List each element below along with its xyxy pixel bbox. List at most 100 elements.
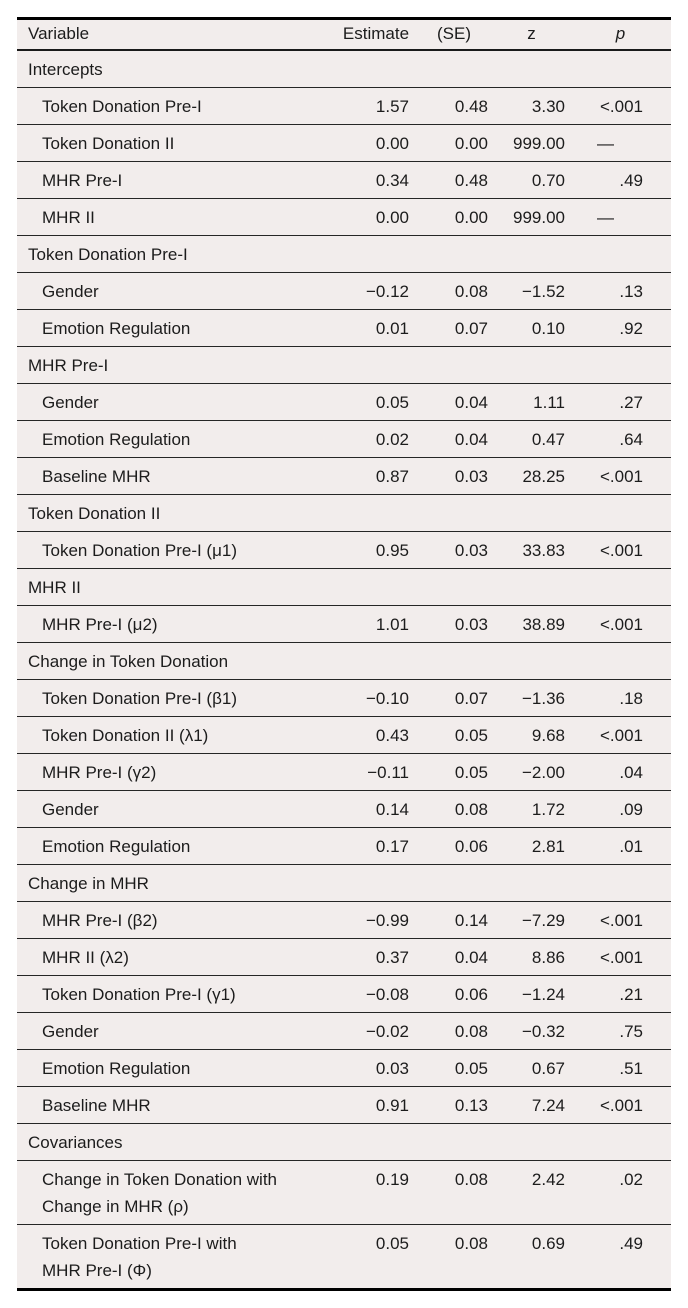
- p-cell: .27: [570, 383, 671, 421]
- header-row: Variable Estimate (SE) z p: [17, 18, 671, 51]
- estimate-cell: −0.08: [337, 975, 415, 1013]
- z-cell: 33.83: [493, 531, 570, 569]
- section-label: Intercepts: [17, 50, 671, 88]
- table-row: Token Donation II 0.00 0.00 999.00—: [17, 124, 671, 162]
- p-cell: .02: [570, 1160, 671, 1225]
- results-table: Variable Estimate (SE) z p Intercepts Tok…: [17, 17, 671, 1291]
- z-cell: −7.29: [493, 901, 570, 939]
- se-cell: 0.06: [415, 975, 493, 1013]
- variable-cell: MHR Pre-I (μ2): [17, 605, 337, 643]
- se-cell: 0.08: [415, 790, 493, 828]
- estimate-cell: 0.00: [337, 124, 415, 162]
- section-label: Change in MHR: [17, 864, 671, 902]
- se-cell: 0.08: [454, 1233, 488, 1253]
- se-cell: 0.08: [415, 1160, 493, 1225]
- variable-cell: Emotion Regulation: [17, 309, 337, 347]
- section-row: Change in Token Donation: [17, 642, 671, 680]
- estimate-cell: 0.05: [337, 383, 415, 421]
- se-cell: 0.08: [415, 1012, 493, 1050]
- z-cell: 0.10: [493, 309, 570, 347]
- se-cell: 0.00: [415, 124, 493, 162]
- table-row: Baseline MHR 0.91 0.13 7.24 <.001: [17, 1086, 671, 1124]
- variable-cell: Baseline MHR: [17, 1086, 337, 1124]
- estimate-cell: −0.02: [337, 1012, 415, 1050]
- section-label: Covariances: [17, 1123, 671, 1161]
- z-cell: 2.42: [493, 1160, 570, 1225]
- estimate-cell: 0.91: [337, 1086, 415, 1124]
- variable-cell: Emotion Regulation: [17, 420, 337, 458]
- col-header-estimate: Estimate: [337, 18, 415, 51]
- table-row: Token Donation Pre-I with MHR Pre-I (Φ) 0…: [17, 1225, 671, 1290]
- table-row: Emotion Regulation 0.01 0.07 0.10.92: [17, 309, 671, 347]
- p-cell: <.001: [570, 1086, 671, 1124]
- section-label: Token Donation II: [17, 494, 671, 532]
- section-row: Token Donation Pre-I: [17, 235, 671, 273]
- variable-cell: MHR II: [17, 198, 337, 236]
- table-row: MHR Pre-I (β2) −0.99 0.14 −7.29 <.001: [17, 901, 671, 939]
- z-cell: 0.70: [493, 161, 570, 199]
- table-row: MHR Pre-I (γ2) −0.11 0.05 −2.00.04: [17, 753, 671, 791]
- variable-cell: Baseline MHR: [17, 457, 337, 495]
- p-cell: <.001: [570, 531, 671, 569]
- section-row: Covariances: [17, 1123, 671, 1161]
- estimate-cell: 0.05: [375, 1233, 409, 1253]
- estimate-cell: 0.43: [337, 716, 415, 754]
- variable-cell: Token Donation Pre-I (β1): [17, 679, 337, 717]
- variable-cell: MHR Pre-I (γ2): [17, 753, 337, 791]
- table-row: MHR Pre-I 0.34 0.48 0.70.49: [17, 161, 671, 199]
- se-cell: 0.48: [415, 87, 493, 125]
- z-cell: 9.68: [493, 716, 570, 754]
- estimate-cell: −0.10: [337, 679, 415, 717]
- variable-cell: Change in Token Donation with Change in …: [17, 1160, 337, 1225]
- se-cell: 0.04: [415, 938, 493, 976]
- se-cell: 0.04: [415, 383, 493, 421]
- table-row: MHR Pre-I (μ2) 1.01 0.03 38.89 <.001: [17, 605, 671, 643]
- z-cell: −2.00: [493, 753, 570, 791]
- se-cell: 0.07: [415, 679, 493, 717]
- p-cell: <.001: [570, 457, 671, 495]
- table-row: Emotion Regulation 0.17 0.06 2.81.01: [17, 827, 671, 865]
- z-cell: 1.72: [493, 790, 570, 828]
- p-cell: .92: [570, 309, 671, 347]
- table-row: Emotion Regulation 0.02 0.04 0.47.64: [17, 420, 671, 458]
- se-cell: 0.05: [415, 1049, 493, 1087]
- estimate-cell: 1.01: [337, 605, 415, 643]
- variable-cell: Gender: [17, 383, 337, 421]
- p-cell: .09: [570, 790, 671, 828]
- p-cell: .49: [619, 1233, 643, 1253]
- estimate-cell: −0.99: [337, 901, 415, 939]
- section-label: Change in Token Donation: [17, 642, 671, 680]
- section-row: Token Donation II: [17, 494, 671, 532]
- z-cell: 38.89: [493, 605, 570, 643]
- se-cell: 0.03: [415, 605, 493, 643]
- col-header-se: (SE): [415, 18, 493, 51]
- estimate-cell: 0.34: [337, 161, 415, 199]
- table-row: Gender 0.14 0.08 1.72.09: [17, 790, 671, 828]
- z-cell: 0.69: [531, 1233, 565, 1253]
- se-cell: 0.05: [415, 753, 493, 791]
- z-cell: 8.86: [493, 938, 570, 976]
- p-cell: .13: [570, 272, 671, 310]
- z-cell: −1.24: [493, 975, 570, 1013]
- table-row: Token Donation Pre-I (μ1) 0.95 0.03 33.83 <.…: [17, 531, 671, 569]
- estimate-cell: −0.12: [337, 272, 415, 310]
- se-cell: 0.05: [415, 716, 493, 754]
- section-row: Intercepts: [17, 50, 671, 88]
- se-cell: 0.03: [415, 457, 493, 495]
- estimate-cell: 0.87: [337, 457, 415, 495]
- variable-cell: Token Donation Pre-I with MHR Pre-I (Φ): [42, 1233, 237, 1280]
- table-row: Token Donation Pre-I (γ1) −0.08 0.06 −1.24.…: [17, 975, 671, 1013]
- estimate-cell: −0.11: [337, 753, 415, 791]
- p-cell: <.001: [570, 605, 671, 643]
- table-row: MHR II (λ2) 0.37 0.04 8.86 <.001: [17, 938, 671, 976]
- variable-cell: MHR II (λ2): [17, 938, 337, 976]
- se-cell: 0.00: [415, 198, 493, 236]
- variable-cell: Gender: [17, 272, 337, 310]
- table-row: Gender 0.05 0.04 1.11.27: [17, 383, 671, 421]
- variable-cell: MHR Pre-I (β2): [17, 901, 337, 939]
- z-cell: 3.30: [493, 87, 570, 125]
- z-cell: 2.81: [493, 827, 570, 865]
- se-cell: 0.04: [415, 420, 493, 458]
- p-cell: <.001: [570, 938, 671, 976]
- p-cell: <.001: [570, 87, 671, 125]
